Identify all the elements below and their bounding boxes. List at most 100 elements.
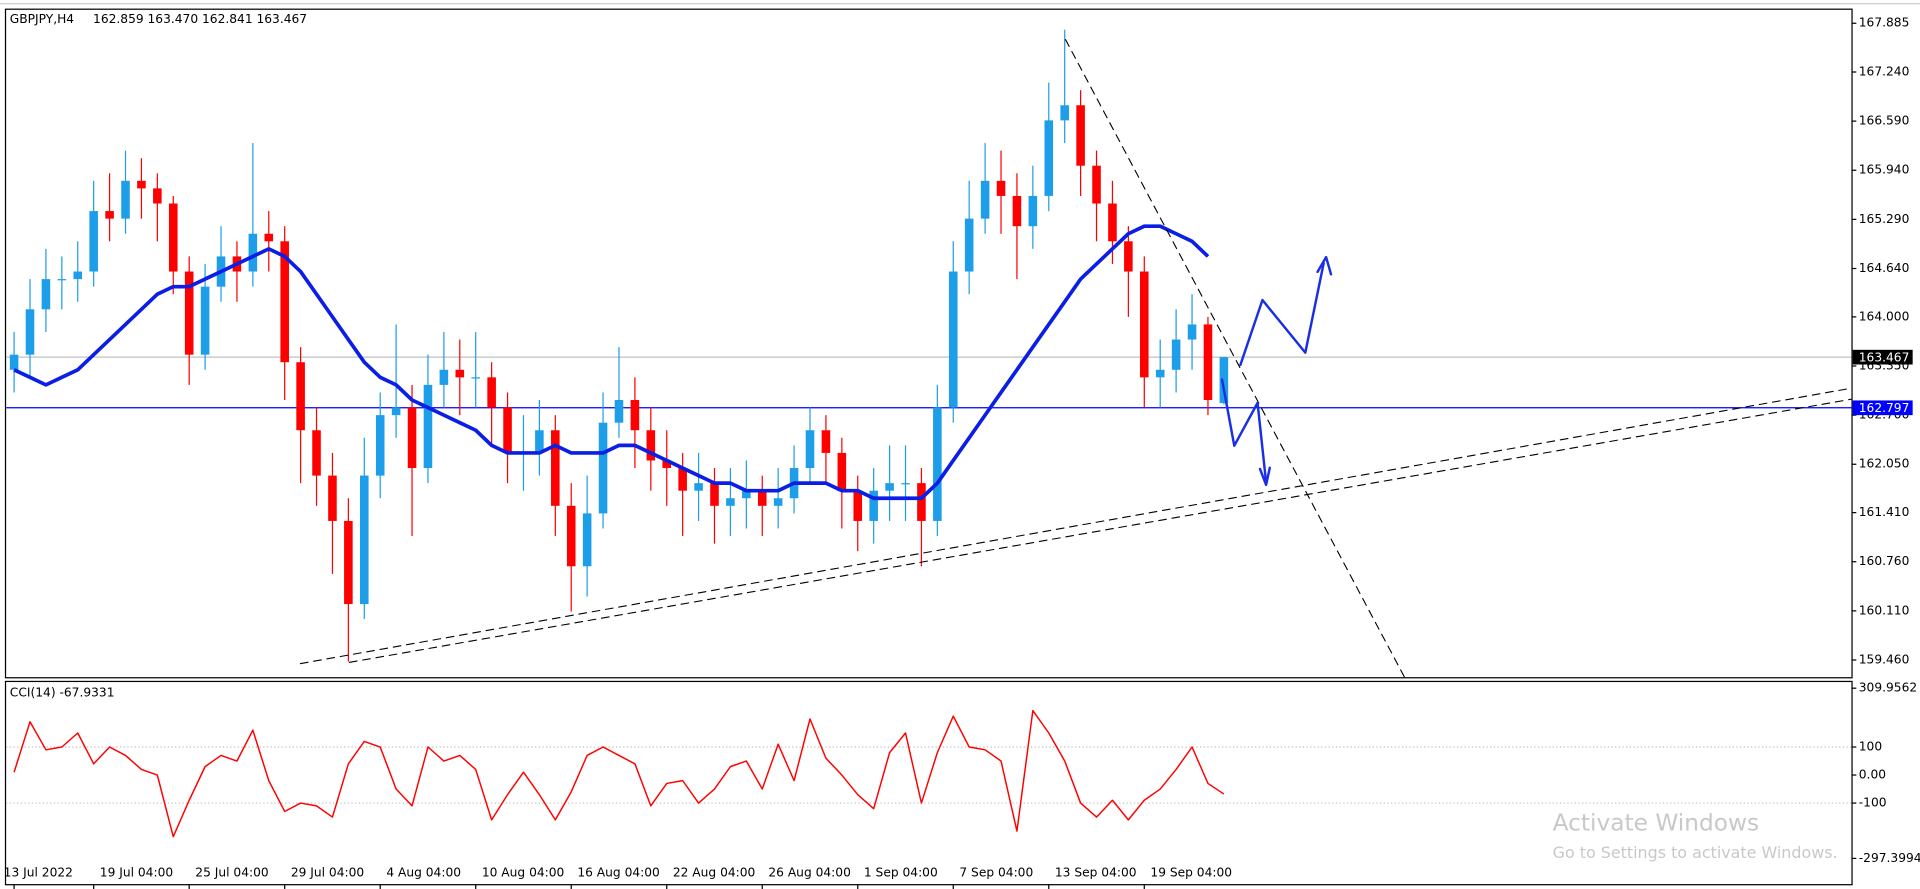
candle-body [630, 400, 640, 431]
candle-body [375, 415, 385, 476]
candle-body [710, 483, 719, 506]
candle-body [1124, 241, 1133, 272]
candle-body [1092, 165, 1101, 204]
candle-body [168, 203, 178, 272]
candle-body [694, 483, 703, 491]
candle-body [1171, 339, 1181, 370]
candle-body [9, 354, 19, 370]
trend-line [299, 387, 1852, 665]
y-tick-label: 162.050 [1859, 457, 1910, 471]
y-tick-label: 164.000 [1859, 309, 1910, 323]
watermark-subtitle: Go to Settings to activate Windows. [1553, 843, 1838, 862]
cci-line [13, 709, 1225, 838]
quote: 162.859 163.470 162.841 163.467 [93, 12, 307, 26]
candle-body [25, 309, 35, 355]
y-tick-label: 167.885 [1859, 16, 1910, 30]
candle-body [885, 483, 894, 491]
x-tick-label: 19 Sep 04:00 [1150, 866, 1232, 880]
candle-body [853, 490, 863, 521]
candle-body [57, 279, 67, 281]
arrow-head [1316, 255, 1333, 276]
candle-body [503, 407, 512, 453]
candle-body [948, 271, 958, 408]
candle-body [821, 430, 831, 453]
candle-body [407, 407, 417, 469]
x-tick-label: 29 Jul 04:00 [291, 866, 364, 880]
candle-body [646, 430, 656, 461]
candle-body [89, 211, 98, 272]
candle-body [312, 430, 321, 476]
candle-body [742, 490, 751, 499]
x-tick-label: 1 Sep 04:00 [864, 866, 938, 880]
candle-body [1108, 203, 1117, 242]
candle-body [1219, 357, 1229, 404]
candle-body [535, 430, 544, 453]
candle-body [280, 241, 289, 363]
candle-body [200, 286, 210, 355]
moving-average [13, 224, 1210, 501]
candle-body [678, 468, 687, 491]
price-badge [1852, 400, 1913, 416]
candle-body [73, 271, 83, 280]
candle-body [1012, 195, 1022, 227]
candle-body [726, 498, 735, 506]
candle-body [1076, 105, 1085, 166]
candle-body [933, 407, 942, 521]
drawn-arrow-down [1220, 378, 1268, 484]
plot-area: 167.885 167.240 166.590 165.940 165.290 164.6… [4, 16, 1920, 889]
candle-body [1044, 120, 1054, 196]
candle-body [551, 430, 560, 506]
candle-body [439, 369, 449, 385]
watermark-title: Activate Windows [1553, 810, 1759, 837]
candle-body [757, 490, 767, 506]
candle-body [980, 180, 990, 219]
candle-body [137, 180, 146, 189]
candle-body [614, 400, 624, 423]
candle-body [41, 279, 51, 310]
x-tick-label: 16 Aug 04:00 [577, 866, 660, 880]
cci-panel-frame [4, 680, 1853, 886]
candle-body [598, 422, 608, 514]
x-tick-label: 4 Aug 04:00 [386, 866, 461, 880]
candle-body [964, 218, 974, 272]
candle-body [328, 475, 337, 521]
trend-line [348, 398, 1852, 664]
candle-body [153, 188, 162, 204]
y-tick-label: 166.590 [1859, 114, 1910, 128]
candle-body [264, 233, 274, 242]
x-tick-label: 26 Aug 04:00 [768, 866, 851, 880]
candle-body [487, 377, 496, 408]
candle-body [582, 513, 592, 567]
candle-body [996, 180, 1006, 196]
y-tick-label: 167.240 [1859, 65, 1910, 79]
y-tick-label: -100 [1859, 796, 1887, 810]
x-tick-label: 19 Jul 04:00 [100, 866, 173, 880]
candle-body [455, 369, 465, 378]
y-tick-label: 309.9562 [1859, 681, 1917, 695]
candle-body [360, 475, 369, 605]
x-tick-label: 25 Jul 04:00 [195, 866, 268, 880]
candle-body [423, 384, 433, 469]
arrow-head [1258, 466, 1272, 487]
candle-body [1203, 324, 1213, 401]
y-tick-label: 165.290 [1859, 212, 1910, 226]
x-tick-label: 13 Jul 2022 [4, 866, 73, 880]
y-tick-label: 160.760 [1859, 554, 1910, 568]
candle-body [184, 271, 194, 355]
candle-body [391, 407, 401, 416]
candle-body [1060, 105, 1069, 121]
candle-body [105, 211, 114, 219]
candle-body [917, 483, 926, 521]
y-tick-label: 100 [1859, 740, 1882, 754]
candle-body [837, 452, 847, 491]
candle-body [1028, 195, 1038, 227]
x-tick-label: 10 Aug 04:00 [482, 866, 565, 880]
candle-body [1155, 369, 1165, 378]
candle-body [1140, 271, 1149, 378]
y-tick-label: 161.410 [1859, 505, 1910, 519]
candle-body [566, 505, 576, 567]
candle-body [773, 498, 783, 506]
